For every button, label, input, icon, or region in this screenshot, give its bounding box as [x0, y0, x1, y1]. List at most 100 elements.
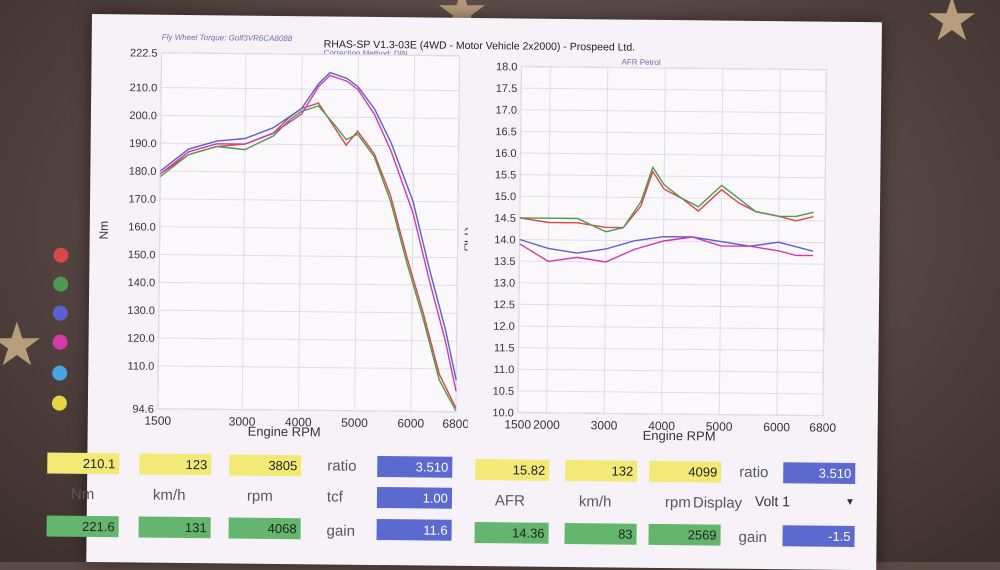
afr-y-tick-label: 13.0 [494, 277, 516, 289]
display-select[interactable]: Volt 1 ▼ [755, 491, 855, 513]
torque-x-gridline [241, 53, 247, 410]
legend-green-dot[interactable] [53, 276, 69, 292]
afr-y-tick-label: 16.0 [495, 148, 517, 160]
afr-y-gridline [520, 195, 826, 200]
speed-readout: 123 [139, 453, 212, 476]
afr-rpm-unit-label: rpm [664, 494, 691, 512]
star-decoration-icon: ★ [0, 311, 44, 378]
afr-y-gridline [520, 174, 826, 179]
tcf-value[interactable]: 1.00 [376, 487, 453, 509]
torque-series-blue [159, 71, 457, 381]
afr-y-tick-label: 15.5 [495, 169, 517, 181]
peak-rpm-readout: 4068 [228, 517, 301, 540]
afr-x-tick-label: 2000 [533, 418, 560, 432]
gain-label: gain [326, 522, 356, 540]
afr-min-rpm-readout: 2569 [648, 523, 721, 546]
torque-y-gridline [158, 365, 457, 370]
torque-x-gridline [157, 52, 163, 409]
afr-y-tick-label: 10.0 [492, 407, 514, 419]
afr-kmh-unit-label: km/h [578, 493, 612, 511]
afr-chart: 1500 2000 3000 4000 5000 6000 6800 18.0 17.5 17.0… [462, 61, 836, 435]
afr-x-tick-label: 1500 [504, 417, 531, 431]
afr-min-speed-readout: 83 [564, 522, 637, 545]
torque-y-gridline [158, 309, 457, 314]
afr-y-gridline [519, 282, 825, 287]
afr-y-gridline [518, 390, 824, 395]
afr-speed-readout: 132 [565, 459, 638, 482]
torque-y-gridline [159, 281, 458, 286]
torque-y-tick-label: 210.0 [130, 82, 158, 94]
chevron-down-icon: ▼ [844, 496, 855, 509]
torque-x-tick-label: 1500 [144, 414, 171, 428]
afr-y-tick-label: 11.5 [494, 342, 515, 354]
afr-y-tick-label: 18.0 [496, 61, 518, 73]
rpm-readout: 3805 [229, 454, 302, 477]
torque-y-gridline [157, 408, 456, 413]
legend-magenta-dot[interactable] [52, 334, 68, 350]
dyno-printout: Fly Wheel Torque: Golf3VR6CA8088 RHAS-SP… [46, 14, 882, 570]
gain-value[interactable]: 11.6 [376, 519, 452, 541]
torque-x-tick-label: 3000 [229, 414, 256, 428]
afr-series-blue [519, 235, 814, 254]
ratio-value[interactable]: 3.510 [377, 456, 453, 478]
kmh-unit-label: km/h [152, 486, 186, 505]
afr-rpm-readout: 4099 [649, 460, 722, 483]
afr-y-gridline [518, 303, 824, 309]
torque-series-red [159, 102, 457, 409]
torque-x-axis-label: Engine RPM [247, 423, 321, 440]
torque-x-tick-label: 4000 [285, 415, 312, 429]
afr-y-gridline [520, 152, 826, 157]
afr-y-gridline [519, 260, 825, 265]
afr-y-tick-label: 15.0 [495, 191, 517, 203]
torque-y-gridline [159, 226, 458, 231]
torque-y-tick-label: 120.0 [127, 333, 155, 345]
ratio-label: ratio [327, 457, 357, 475]
torque-x-tick-label: 6800 [442, 417, 469, 431]
torque-series-green [159, 105, 457, 412]
afr-readout: 15.82 [475, 459, 550, 481]
torque-x-gridline [354, 54, 359, 411]
afr-y-gridline [521, 66, 827, 71]
torque-x-tick-label: 5000 [341, 416, 368, 430]
afr-x-axis-label: Engine RPM [642, 427, 716, 444]
legend-red-dot[interactable] [53, 247, 69, 263]
torque-y-tick-label: 130.0 [127, 305, 155, 317]
torque-y-gridline [160, 114, 459, 119]
afr-x-tick-label: 6800 [809, 421, 836, 435]
afr-ratio-value[interactable]: 3.510 [783, 462, 856, 485]
rpm-unit-label: rpm [246, 487, 273, 505]
torque-y-tick-label: 190.0 [129, 138, 157, 150]
afr-y-tick-label: 11.0 [494, 364, 515, 376]
afr-x-tick-label: 4000 [648, 419, 675, 433]
torque-y-tick-label: 94.6 [132, 403, 154, 415]
torque-y-gridline [161, 87, 460, 92]
torque-y-gridline [161, 52, 460, 57]
torque-chart: 1500 3000 4000 5000 6000 6800 222.5 210.0 200.0 1… [97, 47, 470, 431]
afr-y-gridline [518, 368, 824, 373]
legend-yellow-dot[interactable] [51, 395, 68, 411]
afr-x-tick-label: 5000 [706, 419, 733, 433]
afr-min-readout: 14.36 [474, 522, 549, 544]
afr-y-gridline [520, 130, 826, 136]
torque-y-gridline [160, 142, 459, 147]
afr-y-tick-label: 14.0 [494, 234, 516, 246]
afr-y-gridline [517, 411, 823, 417]
torque-y-tick-label: 160.0 [128, 221, 156, 233]
torque-y-tick-label: 140.0 [128, 277, 156, 289]
afr-gain-value[interactable]: -1.5 [782, 525, 855, 548]
tcf-label: tcf [326, 488, 343, 506]
torque-y-tick-label: 200.0 [129, 110, 157, 122]
afr-y-tick-label: 12.0 [493, 321, 515, 333]
afr-y-tick-label: 12.5 [493, 299, 515, 311]
legend-cyan-dot[interactable] [52, 365, 68, 381]
afr-x-tick-label: 3000 [591, 418, 618, 432]
torque-y-tick-label: 180.0 [129, 166, 157, 178]
torque-y-axis-label: Nm [97, 221, 111, 240]
afr-series-magenta [519, 236, 814, 263]
display-label: Display [692, 494, 743, 512]
legend-blue-dot[interactable] [52, 305, 68, 321]
display-select-value: Volt 1 [754, 492, 791, 510]
peak-torque-readout: 221.6 [46, 515, 119, 538]
torque-y-tick-label: 150.0 [128, 249, 156, 261]
afr-y-tick-label: 16.5 [495, 126, 517, 138]
